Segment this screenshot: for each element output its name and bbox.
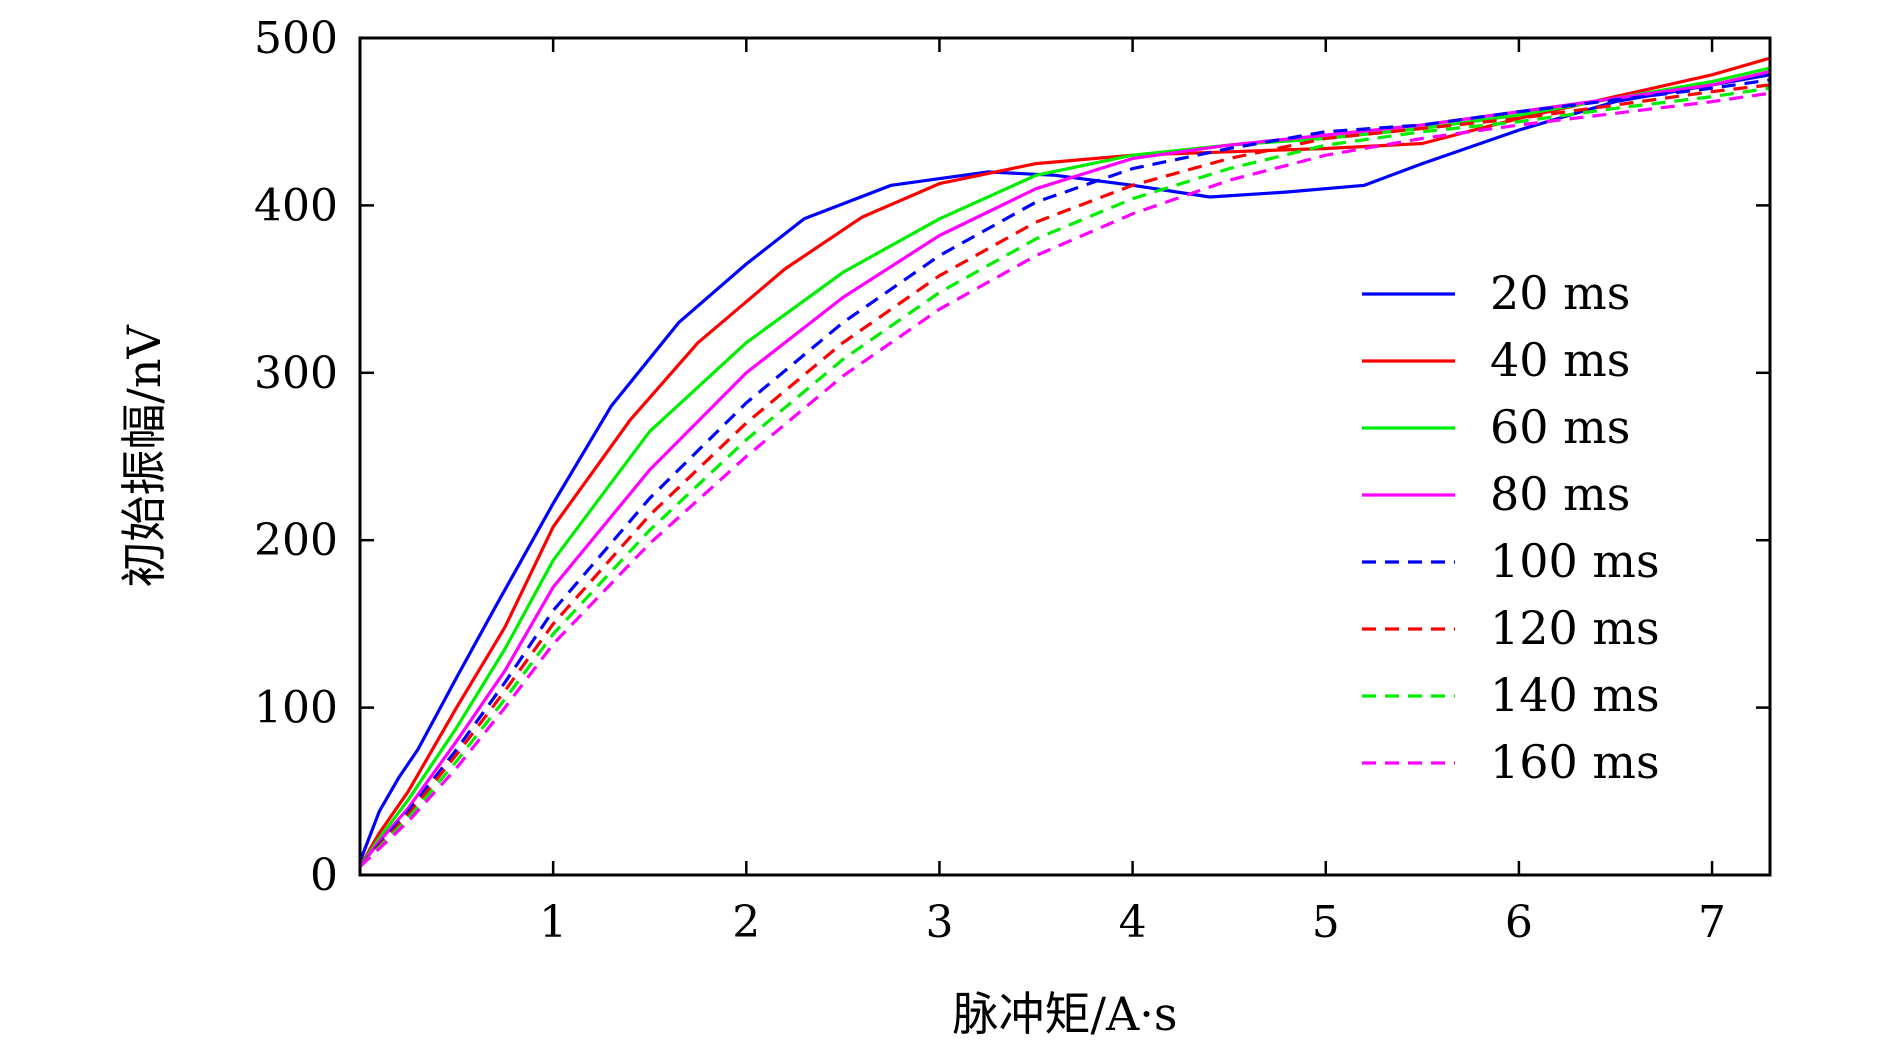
legend-label: 60 ms: [1490, 400, 1630, 454]
legend-label: 20 ms: [1490, 266, 1630, 320]
series-line-140ms: [358, 86, 1771, 868]
x-tick-label: 5: [1312, 897, 1340, 948]
legend-label: 140 ms: [1490, 668, 1660, 722]
y-axis-title: 初始振幅/nV: [117, 325, 171, 588]
x-axis-title: 脉冲矩/A·s: [953, 987, 1178, 1041]
x-tick-label: 2: [732, 897, 760, 948]
series-line-120ms: [358, 83, 1771, 868]
legend: 20 ms 40 ms 60 ms 80 ms 100 ms 120 ms 140 ms 16…: [1362, 266, 1660, 789]
series-layer: [358, 56, 1771, 868]
x-tick-label: 4: [1119, 897, 1147, 948]
x-tick-label: 6: [1505, 897, 1533, 948]
legend-label: 100 ms: [1490, 534, 1660, 588]
series-line-60ms: [358, 66, 1771, 868]
series-line-100ms: [358, 78, 1771, 868]
y-tick-label: 200: [254, 515, 338, 566]
axes-layer: 1 2 3 4 5 6 7 0 100 200 300 400 500: [254, 13, 1772, 948]
x-tick-label: 7: [1698, 897, 1726, 948]
y-tick-label: 300: [254, 348, 338, 399]
legend-label: 40 ms: [1490, 333, 1630, 387]
legend-label: 120 ms: [1490, 601, 1660, 655]
y-tick-label: 0: [310, 850, 338, 901]
y-tick-label: 100: [254, 683, 338, 734]
y-tick-label: 400: [254, 180, 338, 231]
x-tick-label: 1: [539, 897, 567, 948]
legend-label: 160 ms: [1490, 735, 1660, 789]
x-tick-label: 3: [925, 897, 953, 948]
legend-label: 80 ms: [1490, 467, 1630, 521]
series-line-20ms: [358, 73, 1771, 863]
y-tick-label: 500: [254, 13, 338, 64]
plot-frame: [358, 36, 1772, 877]
series-line-160ms: [358, 91, 1771, 868]
